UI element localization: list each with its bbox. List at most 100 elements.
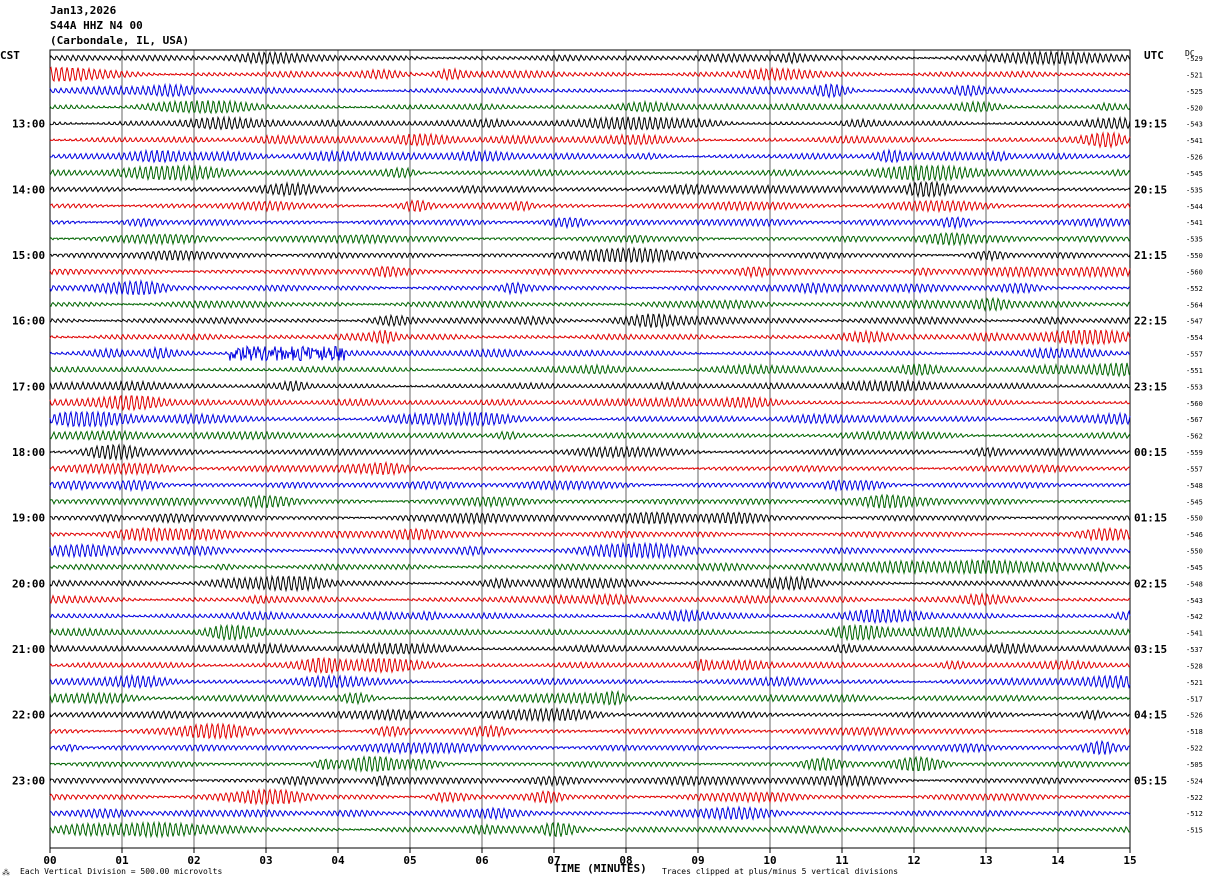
dc-offset-label: -522 — [1186, 745, 1203, 753]
right-timezone-label: UTC — [1144, 49, 1164, 62]
left-hour-label: 13:00 — [12, 118, 45, 131]
trace-line — [49, 265, 1131, 279]
dc-offset-label: -544 — [1186, 203, 1203, 211]
trace-line — [49, 623, 1131, 642]
trace-line — [49, 378, 1131, 392]
header-station: S44A HHZ N4 00 — [50, 19, 143, 32]
trace-line — [49, 232, 1131, 247]
trace-line — [49, 558, 1131, 576]
dc-offset-label: -535 — [1186, 186, 1203, 194]
left-hour-label: 16:00 — [12, 315, 45, 328]
dc-offset-label: -543 — [1186, 121, 1203, 129]
x-tick-label: 01 — [115, 854, 129, 867]
right-hour-label: 02:15 — [1134, 577, 1167, 590]
x-tick-label: 09 — [691, 854, 704, 867]
dc-offset-label: -543 — [1186, 597, 1203, 605]
left-timezone-label: CST — [0, 49, 20, 62]
left-hour-label: 19:00 — [12, 512, 45, 525]
trace-line — [49, 163, 1131, 182]
right-hour-label: 21:15 — [1134, 249, 1167, 262]
x-tick-label: 06 — [475, 854, 489, 867]
trace-line — [49, 574, 1131, 593]
x-tick-label: 12 — [907, 854, 920, 867]
trace-line — [49, 246, 1131, 264]
dc-offset-label: -535 — [1186, 236, 1203, 244]
dc-offset-label: -547 — [1186, 318, 1203, 326]
dc-offset-label: -557 — [1186, 351, 1203, 359]
trace-line — [49, 216, 1131, 230]
dc-offset-label: -550 — [1186, 252, 1203, 260]
trace-line — [49, 362, 1131, 378]
dc-offset-label: -521 — [1186, 71, 1203, 79]
dc-offset-label: -548 — [1186, 580, 1203, 588]
dc-label: DC — [1185, 49, 1195, 58]
dc-offset-label: -550 — [1186, 548, 1203, 556]
trace-line — [49, 722, 1131, 740]
dc-offset-label: -545 — [1186, 498, 1203, 506]
trace-line — [49, 279, 1131, 296]
dc-offset-label: -553 — [1186, 383, 1203, 391]
trace-line — [49, 460, 1131, 477]
right-hour-label: 01:15 — [1134, 512, 1167, 525]
dc-offset-label: -559 — [1186, 449, 1203, 457]
trace-line — [49, 99, 1131, 115]
trace-line — [49, 410, 1131, 429]
trace-line — [49, 82, 1131, 99]
left-hour-label: 17:00 — [12, 380, 45, 393]
trace-line — [49, 774, 1131, 788]
trace-line — [49, 707, 1131, 723]
right-hour-label: 23:15 — [1134, 380, 1167, 393]
left-hour-label: 20:00 — [12, 577, 45, 590]
trace-line — [49, 641, 1131, 655]
left-hour-label: 21:00 — [12, 643, 45, 656]
trace-line — [49, 592, 1131, 607]
x-tick-label: 00 — [43, 854, 56, 867]
right-hour-label: 20:15 — [1134, 183, 1167, 196]
trace-line — [49, 739, 1131, 756]
dc-offset-label: -541 — [1186, 219, 1203, 227]
dc-offset-label: -520 — [1186, 104, 1203, 112]
header-location: (Carbondale, IL, USA) — [50, 34, 190, 47]
trace-line — [49, 115, 1131, 131]
dc-offset-label: -562 — [1186, 433, 1203, 441]
scale-icon: ⁂ — [2, 868, 10, 877]
left-hour-label: 23:00 — [12, 774, 45, 787]
dc-offset-label: -529 — [1186, 55, 1203, 63]
trace-line — [49, 345, 1131, 362]
trace-line — [49, 689, 1131, 706]
trace-line — [49, 511, 1131, 526]
dc-offset-label: -526 — [1186, 154, 1203, 162]
trace-line — [49, 443, 1131, 461]
x-tick-label: 14 — [1051, 854, 1065, 867]
trace-line — [49, 787, 1131, 806]
trace-line — [49, 820, 1131, 839]
x-tick-label: 05 — [403, 854, 416, 867]
trace-line — [49, 479, 1131, 493]
dc-offset-label: -560 — [1186, 268, 1203, 276]
right-hour-label: 03:15 — [1134, 643, 1167, 656]
trace-line — [49, 608, 1131, 625]
x-tick-label: 10 — [763, 854, 776, 867]
right-hour-label: 05:15 — [1134, 774, 1167, 787]
dc-offset-label: -517 — [1186, 695, 1203, 703]
dc-offset-label: -524 — [1186, 777, 1203, 785]
right-hour-label: 19:15 — [1134, 118, 1167, 131]
dc-offset-label: -541 — [1186, 630, 1203, 638]
dc-offset-label: -545 — [1186, 564, 1203, 572]
right-hour-label: 22:15 — [1134, 315, 1167, 328]
dc-offset-label: -526 — [1186, 712, 1203, 720]
x-tick-label: 15 — [1123, 854, 1136, 867]
trace-line — [49, 429, 1131, 442]
dc-offset-label: -505 — [1186, 761, 1203, 769]
right-hour-label: 04:15 — [1134, 709, 1167, 722]
trace-line — [49, 66, 1131, 83]
dc-offset-label: -564 — [1186, 301, 1203, 309]
trace-line — [49, 656, 1131, 675]
x-tick-label: 11 — [835, 854, 849, 867]
left-hour-label: 14:00 — [12, 183, 45, 196]
dc-offset-label: -557 — [1186, 465, 1203, 473]
dc-offset-label: -548 — [1186, 482, 1203, 490]
x-tick-label: 08 — [619, 854, 632, 867]
dc-offset-label: -541 — [1186, 137, 1203, 145]
